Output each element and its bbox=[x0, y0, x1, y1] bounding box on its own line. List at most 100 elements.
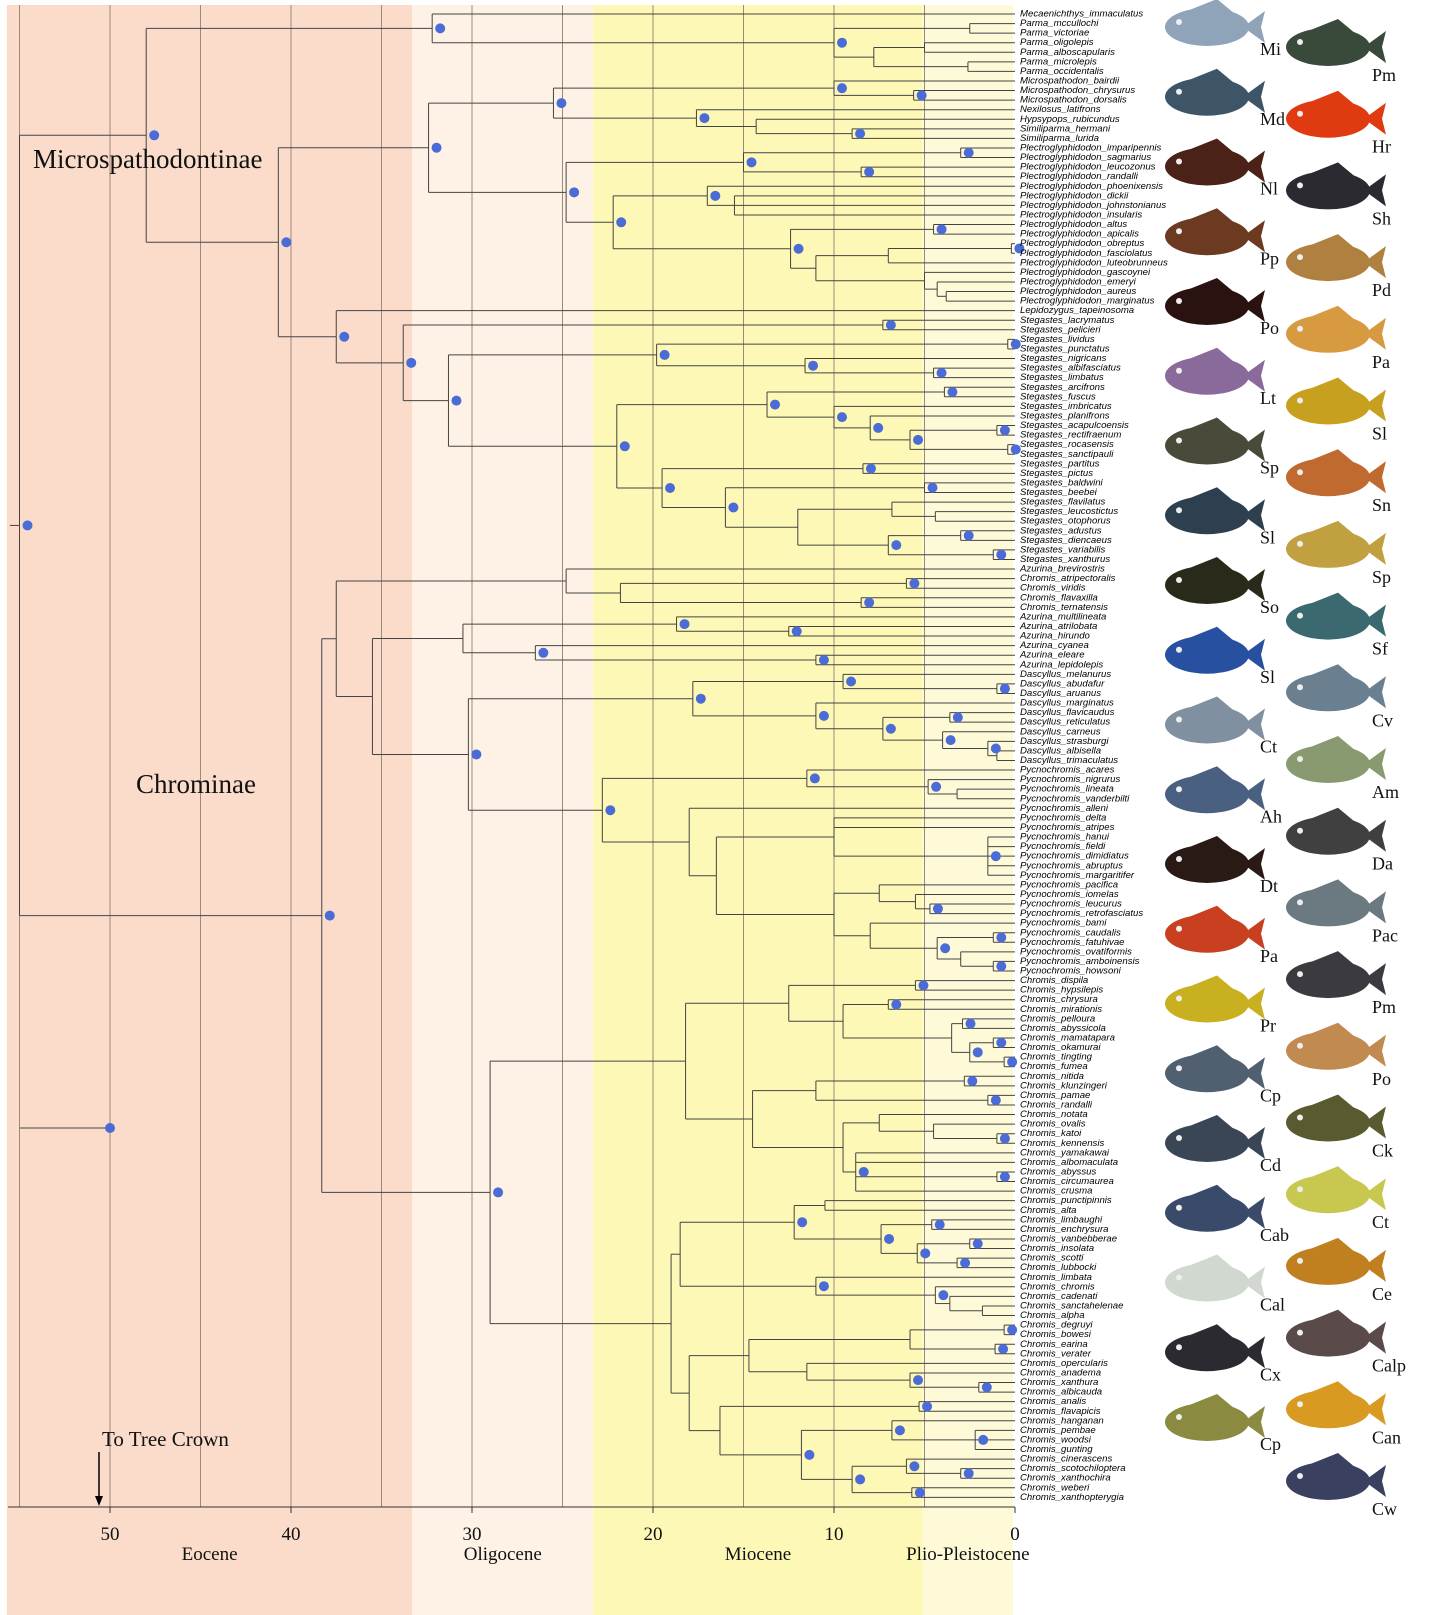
fish-eye bbox=[1297, 899, 1303, 905]
node-dot bbox=[909, 1461, 919, 1471]
fish-label: Ck bbox=[1372, 1141, 1393, 1161]
node-dot bbox=[978, 1435, 988, 1445]
fish-eye bbox=[1176, 298, 1182, 304]
node-dot bbox=[810, 773, 820, 783]
node-dot bbox=[435, 23, 445, 33]
fish-eye bbox=[1176, 647, 1182, 653]
node-dot bbox=[837, 412, 847, 422]
fish-label: Pm bbox=[1372, 997, 1396, 1017]
node-dot bbox=[696, 694, 706, 704]
node-dot bbox=[996, 933, 1006, 943]
fish-eye bbox=[1297, 1043, 1303, 1049]
fish-label: So bbox=[1260, 597, 1279, 617]
node-dot bbox=[933, 904, 943, 914]
epoch-label: Oligocene bbox=[464, 1544, 542, 1565]
node-dot bbox=[973, 1239, 983, 1249]
fish-body bbox=[1286, 888, 1370, 926]
node-dot bbox=[493, 1187, 503, 1197]
x-tick-label: 50 bbox=[101, 1524, 120, 1545]
fish-label: Lt bbox=[1260, 388, 1276, 408]
node-dot bbox=[620, 441, 630, 451]
fish-body bbox=[1165, 1054, 1249, 1092]
fish-label: Calp bbox=[1372, 1356, 1406, 1376]
node-dot bbox=[747, 157, 757, 167]
fish-body bbox=[1286, 1247, 1370, 1285]
node-dot bbox=[855, 1474, 865, 1484]
node-dot bbox=[699, 113, 709, 123]
fish-eye bbox=[1297, 182, 1303, 188]
fish-eye bbox=[1297, 613, 1303, 619]
fish-eye bbox=[1297, 1186, 1303, 1192]
fish-label: Pp bbox=[1260, 248, 1279, 268]
node-dot bbox=[1007, 1325, 1017, 1335]
fish-eye bbox=[1297, 39, 1303, 45]
node-dot bbox=[770, 400, 780, 410]
fish-eye bbox=[1176, 368, 1182, 374]
x-tick-label: 0 bbox=[1010, 1524, 1020, 1545]
fish-body bbox=[1165, 1194, 1249, 1232]
fish-body bbox=[1165, 8, 1249, 46]
fish-body bbox=[1286, 243, 1370, 281]
epoch-label: Eocene bbox=[182, 1544, 238, 1565]
fish-eye bbox=[1176, 1065, 1182, 1071]
fish-label: Ce bbox=[1372, 1284, 1392, 1304]
fish-eye bbox=[1297, 1473, 1303, 1479]
fish-label: Pac bbox=[1372, 925, 1398, 945]
fish-body bbox=[1165, 566, 1249, 604]
node-dot bbox=[895, 1425, 905, 1435]
node-dot bbox=[1000, 684, 1010, 694]
node-dot bbox=[886, 320, 896, 330]
node-dot bbox=[794, 244, 804, 254]
node-dot bbox=[605, 805, 615, 815]
node-dot bbox=[837, 38, 847, 48]
fish-body bbox=[1286, 315, 1370, 353]
node-dot bbox=[873, 423, 883, 433]
node-dot bbox=[665, 483, 675, 493]
fish-eye bbox=[1176, 1135, 1182, 1141]
fish-eye bbox=[1176, 19, 1182, 25]
fish-eye bbox=[1297, 398, 1303, 404]
node-dot bbox=[710, 191, 720, 201]
fish-panel: MiMdNlPpPoLtSpSlSoSlCtAhDtPaPrCpCdCabCal… bbox=[1165, 0, 1406, 1519]
fish-label: Cd bbox=[1260, 1155, 1281, 1175]
fish-label: Pa bbox=[1372, 352, 1390, 372]
fish-label: Sh bbox=[1372, 208, 1391, 228]
node-dot bbox=[913, 435, 923, 445]
node-dot bbox=[991, 743, 1001, 753]
fish-eye bbox=[1176, 438, 1182, 444]
fish-eye bbox=[1176, 1275, 1182, 1281]
node-dot bbox=[1000, 1133, 1010, 1143]
clade-label: Microspathodontinae bbox=[33, 144, 262, 174]
fish-body bbox=[1286, 100, 1370, 138]
fish-eye bbox=[1176, 159, 1182, 165]
fish-body bbox=[1286, 1462, 1370, 1500]
node-dot bbox=[325, 911, 335, 921]
fish-body bbox=[1165, 1333, 1249, 1371]
node-dot bbox=[937, 224, 947, 234]
fish-label: Pm bbox=[1372, 65, 1396, 85]
fish-eye bbox=[1297, 756, 1303, 762]
fish-label: Can bbox=[1372, 1427, 1401, 1447]
node-dot bbox=[837, 83, 847, 93]
fish-eye bbox=[1176, 786, 1182, 792]
fish-body bbox=[1286, 602, 1370, 640]
node-dot bbox=[918, 980, 928, 990]
node-dot bbox=[938, 1290, 948, 1300]
fish-label: Sf bbox=[1372, 639, 1388, 659]
fish-body bbox=[1286, 1390, 1370, 1428]
fish-label: Pr bbox=[1260, 1016, 1276, 1036]
fish-body bbox=[1165, 915, 1249, 953]
node-dot bbox=[891, 999, 901, 1009]
fish-label: Sp bbox=[1260, 458, 1279, 478]
fish-label: Pa bbox=[1260, 946, 1278, 966]
node-dot bbox=[471, 749, 481, 759]
node-dot bbox=[792, 626, 802, 636]
node-dot bbox=[960, 1258, 970, 1268]
node-dot bbox=[846, 677, 856, 687]
node-dot bbox=[1000, 1172, 1010, 1182]
node-dot bbox=[909, 578, 919, 588]
fish-label: Ct bbox=[1372, 1212, 1389, 1232]
fish-body bbox=[1286, 1032, 1370, 1070]
node-dot bbox=[998, 1344, 1008, 1354]
node-dot bbox=[891, 540, 901, 550]
